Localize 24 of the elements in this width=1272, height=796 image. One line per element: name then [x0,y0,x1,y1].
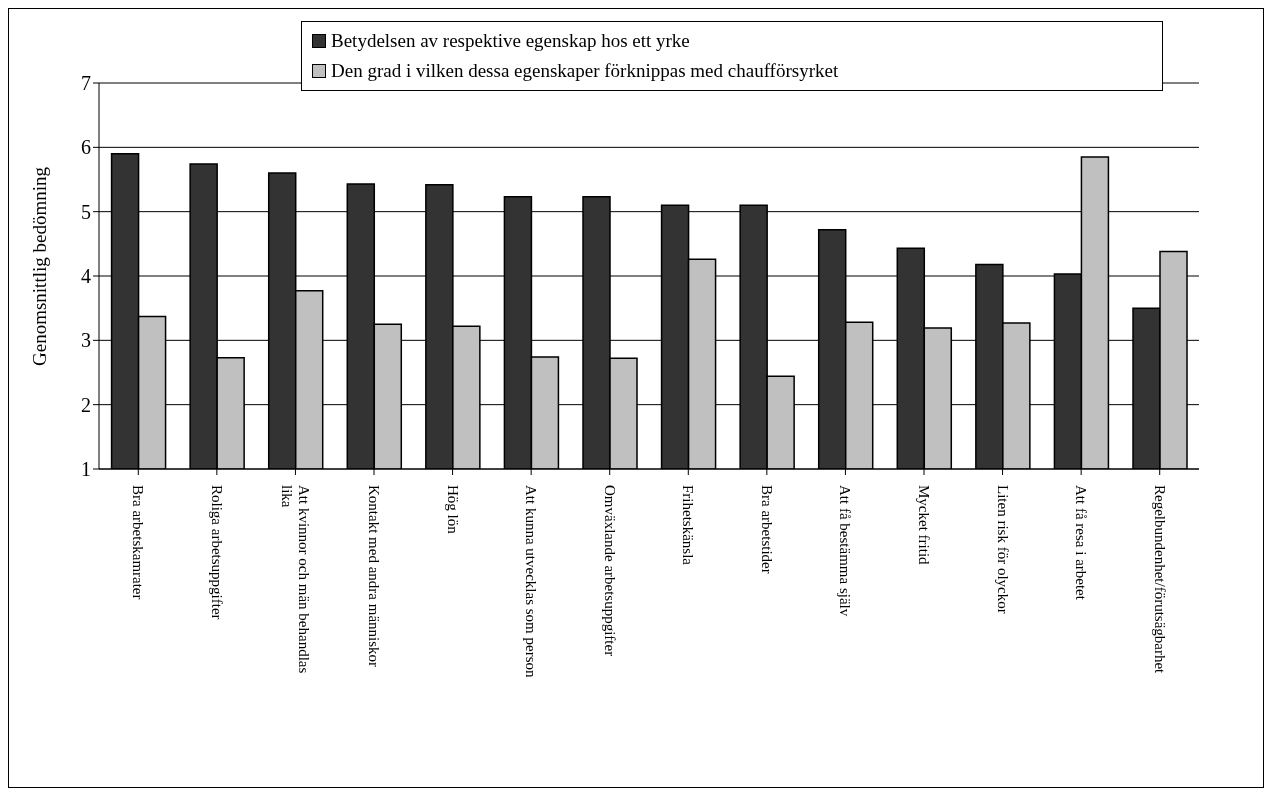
x-tick-label: Bra arbetskamrater [130,485,147,600]
x-tick-label: Bra arbetstider [758,485,775,574]
x-tick-label: Att kvinnor och män behandlas lika [278,485,312,674]
y-tick-label: 4 [81,265,91,288]
x-tick-label: Att kunna utvecklas som person [523,485,540,678]
x-tick-label: Roliga arbetsuppgifter [208,485,225,620]
legend-label: Betydelsen av respektive egenskap hos ett yrke [331,30,690,52]
x-tick-label: Mycket fritid [916,485,932,566]
y-tick-label: 2 [81,393,91,416]
x-tick-label: Omväxlande arbetsuppgifter [601,485,618,657]
x-tick-label: Att få bestämma själv [837,485,854,617]
y-tick-label: 7 [81,72,91,95]
x-tick-label: Regelbundenhet/förutsägbarhet [1151,485,1168,675]
y-tick-label: 1 [81,458,91,481]
legend-label: Den grad i vilken dessa egenskaper förknippas med chaufförsyrket [331,60,839,82]
y-tick-label: 5 [81,200,91,223]
y-axis-title: Genomsnittlig bedömning [28,166,50,366]
x-tick-label: Liten risk för olyckor [994,485,1011,614]
x-tick-label: Hög lön [444,485,461,535]
x-tick-label: Att få resa i arbetet [1073,485,1090,601]
y-tick-label: 6 [81,136,91,159]
y-tick-label: 3 [81,329,91,352]
x-tick-label: Kontakt med andra människor [366,485,382,668]
x-tick-label: Frihetskänsla [680,485,697,566]
